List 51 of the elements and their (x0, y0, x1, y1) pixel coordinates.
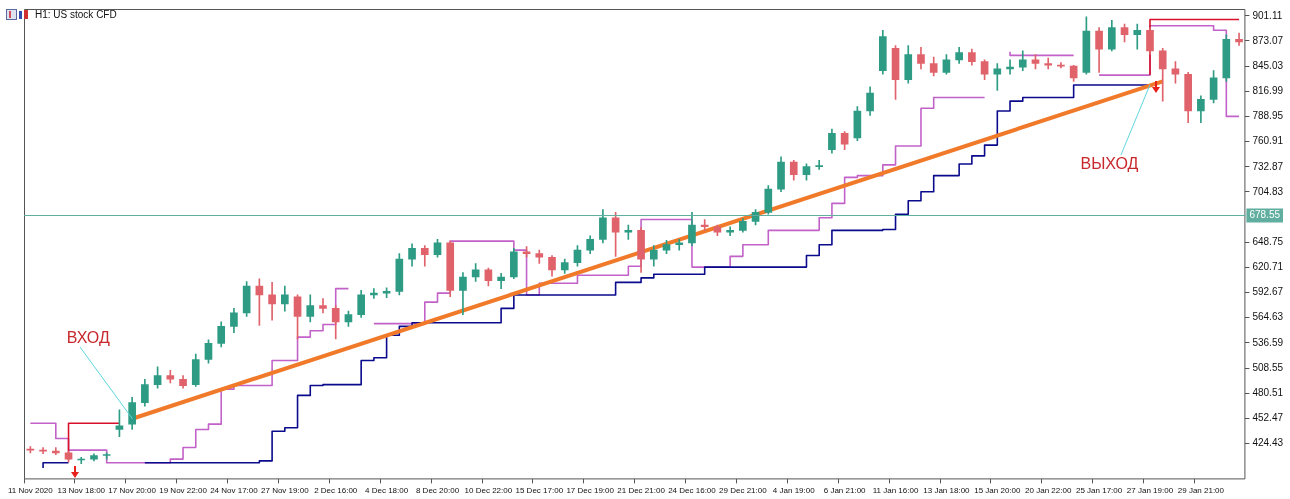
x-tick-label: 29 Dec 21:00 (719, 486, 768, 496)
y-tick-label: 536.59 (1252, 336, 1284, 348)
y-tick-label: 704.83 (1252, 185, 1284, 197)
x-tick-label: 19 Nov 22:00 (159, 486, 208, 496)
y-tick-label: 592.67 (1252, 286, 1284, 298)
y-tick-label: 508.55 (1252, 361, 1284, 373)
x-tick-label: 4 Dec 18:00 (365, 486, 409, 496)
y-tick-label: 564.63 (1252, 311, 1284, 323)
y-tick-label: 788.95 (1252, 110, 1284, 122)
y-tick-label: 732.87 (1252, 160, 1284, 172)
y-tick-label: 620.71 (1252, 261, 1284, 273)
x-tick-label: 20 Jan 22:00 (1025, 486, 1072, 496)
ref-line-label: 678.55 (1249, 209, 1281, 221)
annotation: ВХОД (66, 328, 110, 347)
y-tick-label: 873.07 (1252, 34, 1284, 46)
candlestick (1133, 23, 1142, 50)
x-tick-label: 15 Dec 17:00 (515, 486, 564, 496)
x-tick-label: 29 Jan 21:00 (1177, 486, 1225, 496)
y-tick-label: 648.75 (1252, 235, 1284, 247)
x-tick-label: 24 Nov 17:00 (210, 486, 259, 496)
y-tick-label: 845.03 (1252, 59, 1284, 71)
candlestick (1235, 32, 1243, 46)
y-tick-label: 901.11 (1252, 9, 1283, 21)
x-tick-label: 11 Nov 2020 (7, 486, 54, 496)
y-tick-label: 760.91 (1252, 135, 1284, 147)
y-tick-label: 424.43 (1252, 437, 1284, 449)
x-tick-label: 11 Jan 16:00 (872, 486, 919, 496)
x-tick-label: 21 Dec 21:00 (617, 486, 666, 496)
x-tick-label: 10 Dec 22:00 (464, 486, 513, 496)
x-tick-label: 17 Nov 20:00 (108, 486, 157, 496)
x-tick-label: 2 Dec 16:00 (314, 486, 358, 496)
x-tick-label: 13 Nov 18:00 (57, 486, 106, 496)
x-tick-label: 17 Dec 19:00 (566, 486, 615, 496)
x-tick-label: 27 Jan 19:00 (1126, 486, 1174, 496)
chart-title: H1: US stock CFD (35, 9, 117, 20)
x-tick-label: 4 Jan 19:00 (772, 486, 816, 496)
x-tick-label: 25 Jan 17:00 (1075, 486, 1123, 496)
candlestick (268, 282, 276, 321)
x-tick-label: 27 Nov 19:00 (261, 486, 310, 496)
x-tick-label: 8 Dec 20:00 (415, 486, 460, 496)
x-tick-label: 15 Jan 20:00 (974, 486, 1021, 496)
candlestick (993, 63, 1002, 91)
y-tick-label: 452.47 (1252, 412, 1284, 424)
candlestick (497, 273, 505, 289)
y-tick-label: 480.51 (1252, 386, 1284, 398)
y-tick-label: 816.99 (1252, 85, 1284, 97)
x-tick-label: 6 Jan 21:00 (823, 486, 867, 496)
x-tick-label: 24 Dec 16:00 (668, 486, 717, 496)
candlestick (815, 160, 824, 170)
annotation: ВЫХОД (1080, 154, 1139, 173)
x-tick-label: 13 Jan 18:00 (923, 486, 971, 496)
